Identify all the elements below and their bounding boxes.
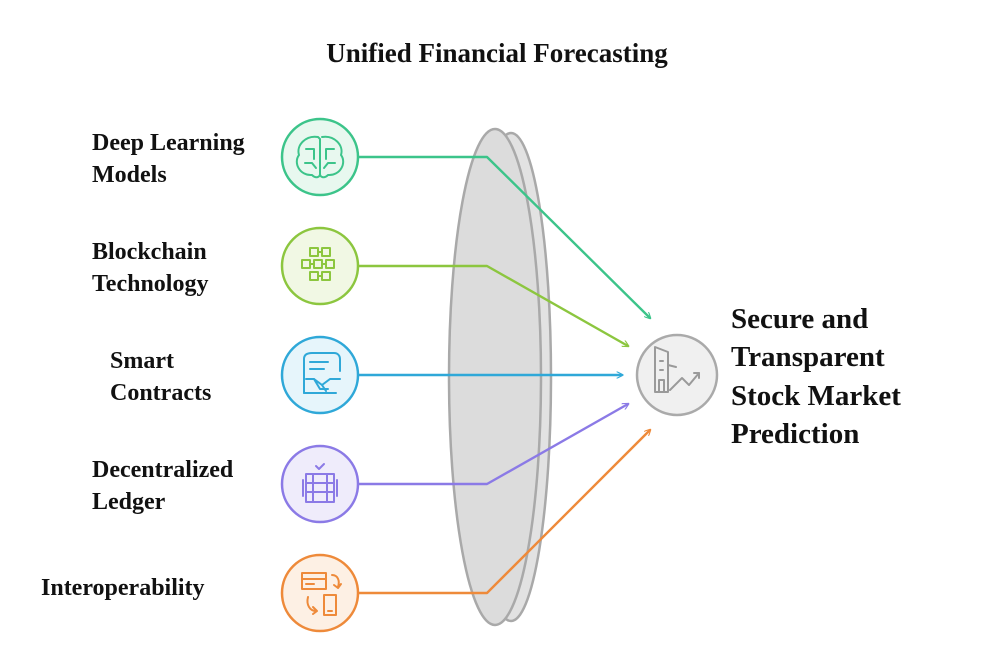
connector-decentralized-ledger (354, 404, 628, 486)
input-label-line: Interoperability (41, 575, 205, 601)
input-label-line: Deep Learning (92, 130, 245, 156)
input-circle (280, 553, 360, 633)
exchange-devices-icon (301, 572, 342, 616)
output-node: Secure and Transparent Stock Market Pred… (635, 303, 905, 450)
input-label-line: Technology (92, 271, 208, 297)
input-circle (280, 226, 360, 306)
lens (447, 127, 553, 627)
input-node-deep-learning: Deep Learning Models (92, 117, 360, 197)
output-label-line-4: Prediction (731, 418, 859, 450)
output-label-line-3: Stock Market (731, 380, 901, 412)
input-label: Blockchain Technology (92, 239, 208, 297)
connectors (354, 155, 650, 595)
diagram-title: Unified Financial Forecasting (326, 38, 668, 68)
input-label-line: Blockchain (92, 239, 207, 265)
input-node-interoperability: Interoperability (41, 553, 360, 633)
input-nodes: Deep Learning Models Blockchain Technology S… (41, 117, 360, 633)
block-grid-icon (301, 247, 335, 281)
input-label-line: Decentralized (92, 457, 234, 483)
connector-blockchain (354, 264, 628, 346)
input-circle (280, 335, 360, 415)
output-label: Secure and Transparent Stock Market Pred… (731, 303, 905, 450)
output-label-line-1: Secure and (731, 303, 868, 335)
output-label-line-2: Transparent (731, 341, 885, 373)
output-circle (635, 333, 719, 417)
connector-deep-learning (354, 155, 650, 318)
input-node-decentralized-ledger: Decentralized Ledger (92, 444, 360, 524)
input-label: Decentralized Ledger (92, 457, 234, 515)
input-label: Interoperability (41, 575, 205, 601)
input-label-line: Ledger (92, 489, 166, 515)
input-label: Smart Contracts (110, 348, 211, 406)
input-label: Deep Learning Models (92, 130, 245, 188)
contract-handshake-icon (303, 352, 341, 394)
input-label-line: Contracts (110, 380, 211, 406)
input-label-line: Models (92, 162, 167, 188)
input-node-blockchain: Blockchain Technology (92, 226, 360, 306)
input-node-smart-contracts: Smart Contracts (110, 335, 360, 415)
brain-circuit-icon (295, 135, 345, 179)
lens-front-face (447, 127, 543, 627)
building-trend-icon (654, 346, 700, 393)
connector-interoperability (354, 430, 650, 595)
input-label-line: Smart (110, 348, 174, 374)
ledger-stack-icon (302, 463, 338, 503)
